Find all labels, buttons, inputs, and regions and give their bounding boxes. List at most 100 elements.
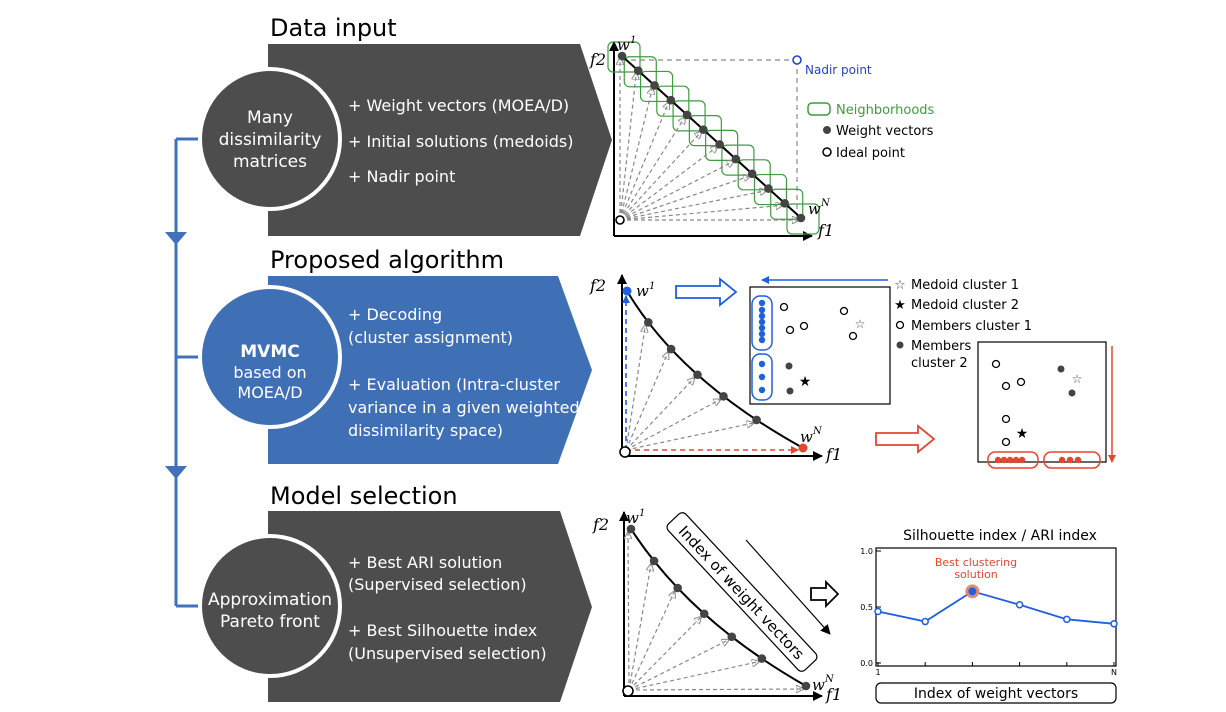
- ideal-point: [619, 446, 631, 458]
- cluster-box-2: [977, 341, 1107, 463]
- assignment-dot: [758, 318, 766, 326]
- assignment-dot: [758, 312, 766, 320]
- y-tick-label: 1.0: [860, 547, 873, 556]
- weight-ray: [619, 176, 750, 221]
- weight-vector-dot: [699, 609, 709, 619]
- assignment-dot: [758, 386, 766, 394]
- stage-arrow-panel: [268, 511, 592, 702]
- legend-label: Medoid cluster 2: [911, 298, 1019, 313]
- weight-ray: [619, 73, 636, 221]
- bullet: dissimilarity space): [348, 421, 503, 440]
- chart-silhouette-ari: Silhouette index / ARI index 0.0 0.5 1.0 1…: [860, 528, 1118, 704]
- svg-text:★: ★: [799, 374, 812, 390]
- annotation-line: Best clustering: [935, 556, 1017, 569]
- nadir-label: Nadir point: [805, 63, 872, 77]
- svg-text:1: 1: [649, 281, 655, 292]
- neighborhood-box: [786, 203, 820, 235]
- bullet: + Best ARI solution: [348, 553, 502, 572]
- rotated-index-label: Index of weight vectors: [675, 522, 808, 663]
- svg-text:dissimilarity: dissimilarity: [219, 130, 322, 150]
- svg-text:★: ★: [1016, 426, 1029, 442]
- weight-vector-dot: [747, 169, 757, 179]
- data-point: [874, 607, 882, 616]
- assignment-dot: [1018, 456, 1026, 464]
- svg-text:w: w: [808, 200, 821, 218]
- hollow-arrow-red: [875, 424, 936, 454]
- weight-vector-dot: [617, 51, 627, 61]
- weight-ray: [619, 205, 783, 221]
- assignment-dot: [1066, 456, 1074, 464]
- hollow-arrow-black: [810, 579, 840, 609]
- pareto-line: [621, 55, 802, 219]
- chart-title: Silhouette index / ARI index: [903, 528, 1097, 544]
- axis-label-f1: f1: [817, 221, 834, 240]
- stage-circle: [198, 285, 342, 429]
- weight-ray: [628, 532, 629, 691]
- weight-vector-dot: [699, 125, 708, 134]
- stage-title: Proposed algorithm: [270, 246, 504, 274]
- weight-ray: [619, 102, 669, 221]
- weight-vector-dot: [682, 110, 692, 120]
- svg-text:N: N: [820, 198, 831, 209]
- stage-circle: [198, 67, 342, 211]
- stage-model-selection: Model selection Approximation Pareto fro…: [198, 482, 592, 702]
- svg-text:w: w: [800, 428, 813, 446]
- chart-xlabel: Index of weight vectors: [914, 686, 1078, 702]
- assignment-dot: [994, 456, 1002, 464]
- weight-ray: [625, 399, 721, 451]
- weight-ray: [628, 617, 701, 691]
- assignment-dot: [1006, 456, 1014, 464]
- svg-text:Many: Many: [247, 108, 293, 128]
- weight-vector-dot: [666, 344, 676, 354]
- svg-text:f1: f1: [825, 445, 842, 464]
- flow-arrow-2: [165, 466, 187, 479]
- svg-text:☆: ☆: [894, 278, 906, 293]
- weight-vector-dot: [666, 95, 676, 105]
- weight-vector-dot: [650, 81, 659, 90]
- svg-text:☆: ☆: [1072, 372, 1083, 386]
- series-line: [877, 590, 1115, 625]
- nadir-point: [792, 55, 802, 65]
- weight-vector-dot: [764, 184, 773, 193]
- extreme-w1: [622, 286, 632, 296]
- legend-label: Weight vectors: [836, 124, 934, 139]
- bullet: variance in a given weighted: [348, 398, 580, 417]
- x-tick-label: 1: [875, 668, 880, 677]
- data-point: [1015, 601, 1024, 609]
- svg-text:f2: f2: [592, 515, 609, 534]
- stage-data-input: Data input Many dissimilarity matrices +…: [198, 14, 612, 236]
- best-point: [965, 584, 980, 599]
- bullet: + Best Silhouette index: [348, 621, 537, 640]
- weight-ray: [628, 591, 675, 691]
- bullet: (Unsupervised selection): [348, 644, 547, 663]
- weight-ray: [625, 423, 754, 451]
- svg-text:based on: based on: [233, 363, 306, 382]
- svg-text:1: 1: [630, 35, 636, 46]
- weight-vector-dot: [649, 556, 659, 566]
- weight-vector-dot: [727, 632, 737, 642]
- legend-label: Members cluster 1: [911, 319, 1032, 334]
- weight-ray: [619, 117, 685, 221]
- svg-text:f2: f2: [589, 276, 606, 295]
- assignment-dot: [758, 360, 766, 368]
- legend-label: Ideal point: [836, 146, 905, 161]
- bullet: + Weight vectors (MOEA/D): [348, 96, 569, 115]
- stage-arrow-panel: [268, 44, 612, 236]
- svg-text:☆: ☆: [855, 317, 866, 331]
- plot-pareto-front: f2 f1 w 1 w N Index of weight vectors: [592, 508, 842, 704]
- weight-vector-dot: [633, 66, 643, 76]
- flow-arrow-1: [165, 232, 187, 245]
- weight-ray: [628, 689, 803, 690]
- assignment-dot: [758, 306, 766, 314]
- bullet: + Nadir point: [348, 167, 455, 186]
- svg-text:w: w: [626, 509, 639, 527]
- bullet: + Decoding: [348, 305, 442, 324]
- weight-ray: [625, 325, 645, 451]
- svg-text:★: ★: [894, 298, 906, 313]
- assignment-dot: [758, 330, 766, 338]
- weight-ray: [619, 146, 718, 221]
- legend-neighborhood-swatch: [807, 102, 831, 116]
- weight-ray: [625, 378, 695, 451]
- y-tick-label: 0.0: [860, 659, 873, 668]
